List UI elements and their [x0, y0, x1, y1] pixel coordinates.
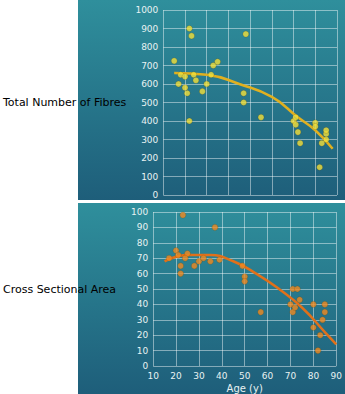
svg-text:Total Number of Fibres: Total Number of Fibres — [2, 96, 127, 109]
svg-text:30: 30 — [137, 315, 149, 325]
svg-text:10: 10 — [137, 346, 149, 356]
svg-text:700: 700 — [141, 61, 158, 71]
svg-text:20: 20 — [137, 330, 149, 340]
svg-text:0: 0 — [153, 190, 159, 200]
svg-text:70: 70 — [285, 371, 297, 381]
svg-text:60: 60 — [137, 269, 149, 279]
svg-text:400: 400 — [141, 116, 158, 126]
svg-text:800: 800 — [141, 42, 158, 52]
svg-text:Cross Sectional Area: Cross Sectional Area — [3, 283, 116, 296]
svg-text:20: 20 — [170, 371, 182, 381]
svg-text:90: 90 — [331, 371, 343, 381]
svg-text:500: 500 — [141, 98, 158, 108]
svg-text:50: 50 — [137, 284, 149, 294]
svg-text:600: 600 — [141, 79, 158, 89]
svg-text:80: 80 — [308, 371, 320, 381]
svg-text:1000: 1000 — [135, 5, 158, 15]
svg-text:300: 300 — [141, 135, 158, 145]
svg-text:40: 40 — [137, 299, 149, 309]
svg-text:50: 50 — [239, 371, 251, 381]
svg-text:10: 10 — [147, 371, 159, 381]
svg-text:900: 900 — [141, 24, 158, 34]
svg-text:30: 30 — [193, 371, 205, 381]
svg-text:100: 100 — [141, 172, 158, 182]
svg-text:40: 40 — [216, 371, 228, 381]
svg-text:0: 0 — [142, 361, 148, 371]
svg-text:200: 200 — [141, 153, 158, 163]
svg-text:60: 60 — [262, 371, 274, 381]
svg-text:Age (y): Age (y) — [227, 383, 263, 394]
svg-text:70: 70 — [137, 253, 149, 263]
svg-text:90: 90 — [137, 222, 149, 232]
svg-text:100: 100 — [131, 207, 148, 217]
svg-text:80: 80 — [137, 238, 149, 248]
